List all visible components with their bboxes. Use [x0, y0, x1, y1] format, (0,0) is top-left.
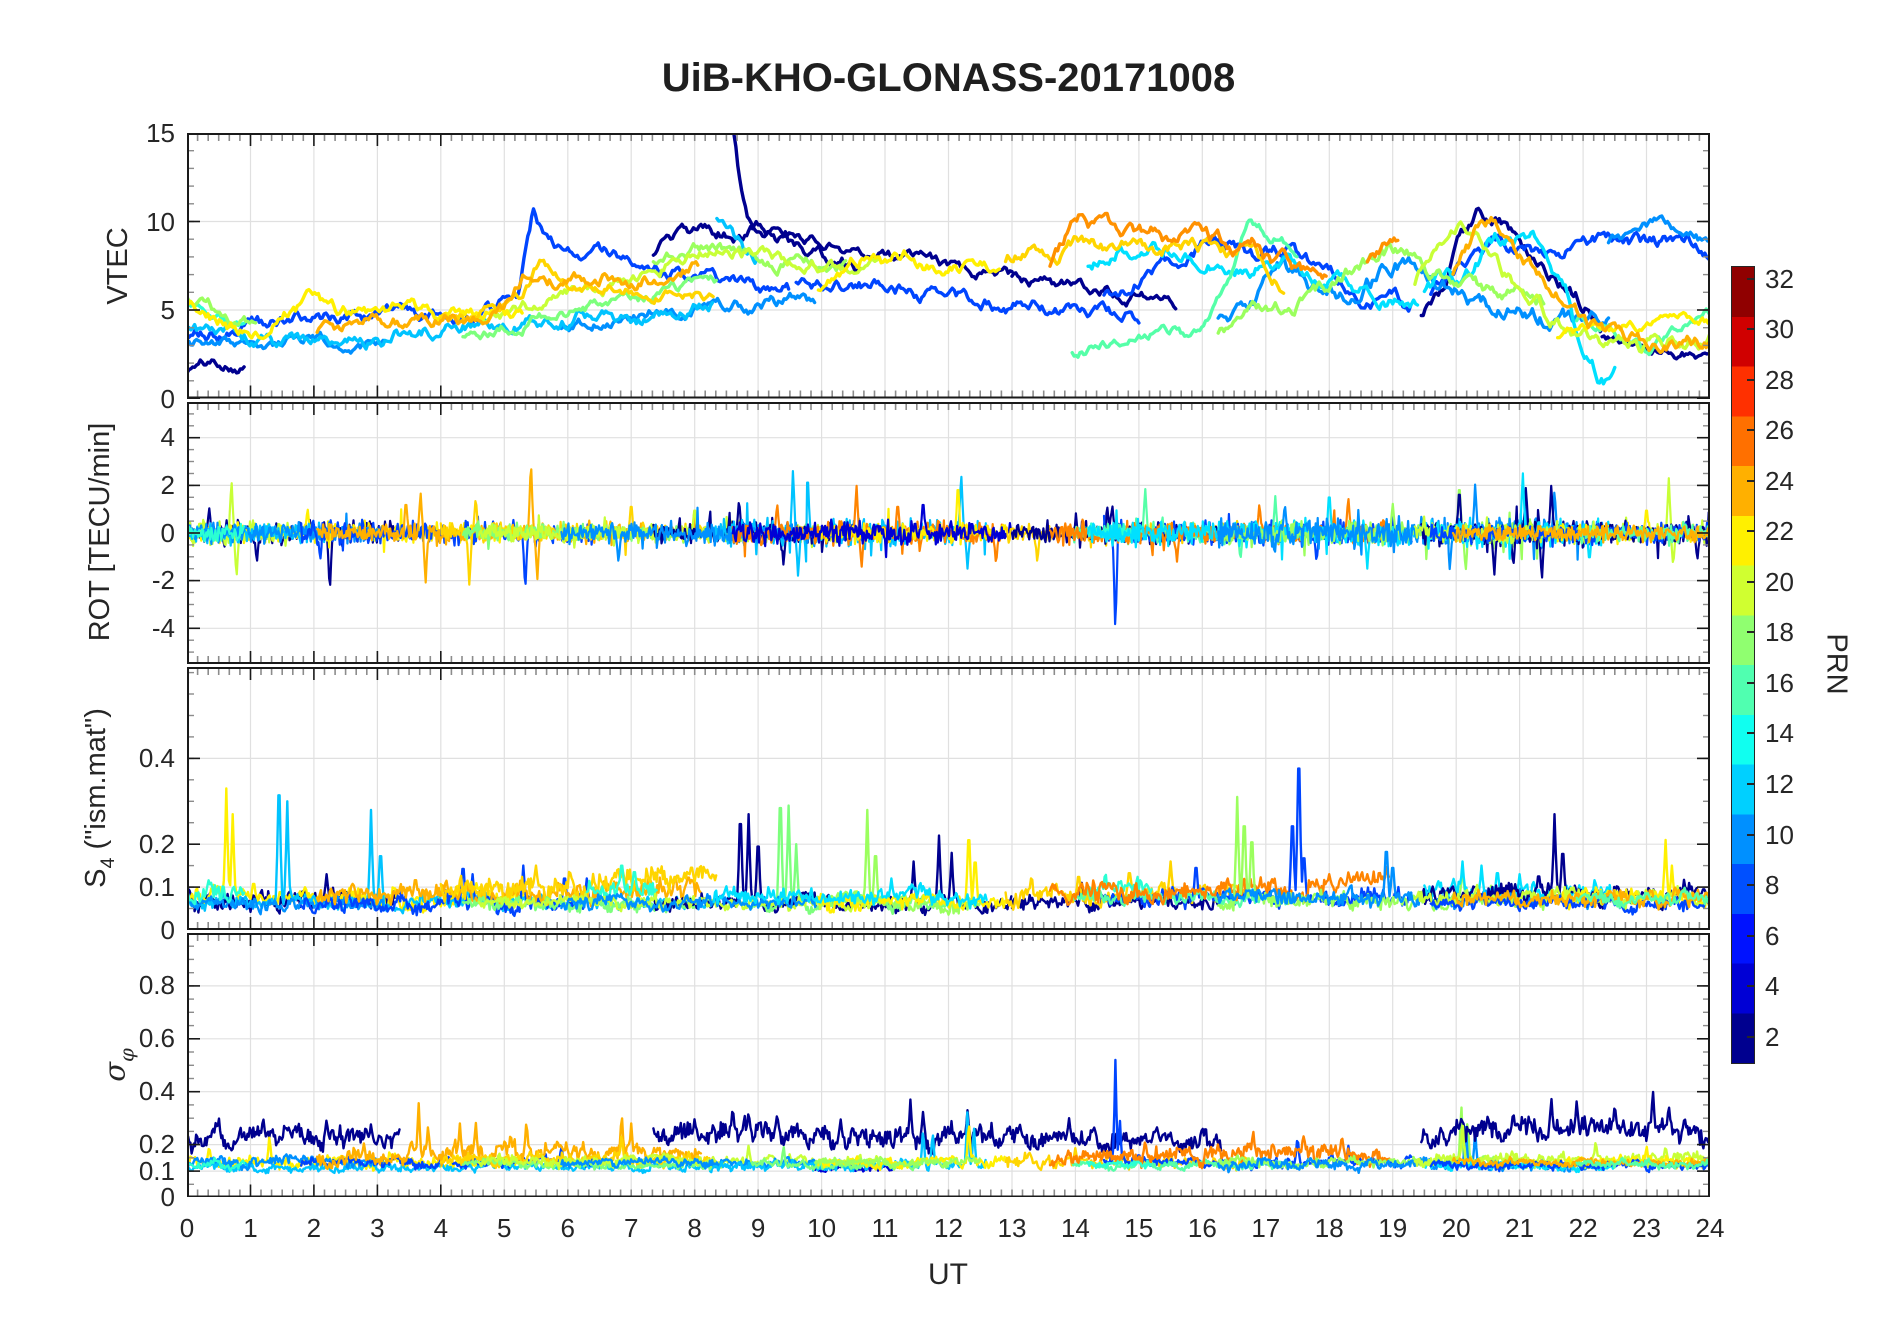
x-tick-label: 2 — [306, 1213, 322, 1243]
y-tick-label-vtec: 0 — [160, 383, 175, 414]
x-tick-label: 9 — [750, 1213, 766, 1243]
colorbar-tick — [1747, 833, 1754, 836]
y-tick-label-sigma-phi: 0.8 — [138, 970, 175, 1001]
x-tick-label: 1 — [243, 1213, 258, 1243]
x-tick-label: 14 — [1060, 1213, 1090, 1243]
colorbar — [1731, 266, 1755, 1064]
y-tick-label-sigma-phi: 0.6 — [138, 1023, 175, 1054]
y-tick-label-rot: -4 — [151, 612, 175, 643]
x-tick-label: 5 — [497, 1213, 512, 1243]
colorbar-tick-label: 14 — [1765, 718, 1794, 749]
colorbar-tick-label: 20 — [1765, 566, 1794, 597]
colorbar-tick-label: 12 — [1765, 769, 1794, 800]
colorbar-tick — [1747, 328, 1754, 331]
colorbar-tick — [1747, 378, 1754, 381]
x-tick-label: 21 — [1505, 1213, 1535, 1243]
colorbar-tick-label: 6 — [1765, 920, 1780, 951]
colorbar-tick-label: 10 — [1765, 819, 1794, 850]
x-tick-label: 24 — [1695, 1213, 1725, 1243]
colorbar-tick — [1747, 985, 1754, 988]
x-tick-label: 7 — [623, 1213, 639, 1243]
y-tick-label-rot: 4 — [160, 422, 175, 453]
y-tick-label-vtec: 5 — [160, 295, 175, 325]
y-tick-label-rot: 0 — [160, 517, 175, 548]
colorbar-tick — [1747, 631, 1754, 634]
x-tick-label: 6 — [560, 1213, 575, 1243]
y-axis-label-vtec: VTEC — [102, 227, 142, 304]
y-tick-label-s4: 0.1 — [138, 871, 175, 902]
x-tick-label: 16 — [1187, 1213, 1217, 1243]
colorbar-tick — [1747, 277, 1754, 280]
colorbar-tick — [1747, 1035, 1754, 1038]
panel-svg-rot — [187, 401, 1710, 664]
y-tick-label-vtec: 10 — [146, 206, 175, 237]
colorbar-tick-label: 18 — [1765, 617, 1794, 648]
y-tick-label-s4: 0.4 — [138, 742, 175, 773]
x-tick-label: 20 — [1441, 1213, 1471, 1243]
colorbar-tick — [1747, 681, 1754, 684]
y-tick-label-sigma-phi: 0 — [160, 1182, 175, 1212]
colorbar-tick-label: 2 — [1765, 1021, 1780, 1052]
y-tick-label-sigma-phi: 0.2 — [138, 1129, 175, 1160]
colorbar-tick — [1747, 530, 1754, 533]
x-tick-label: 13 — [997, 1213, 1027, 1243]
colorbar-tick-label: 24 — [1765, 465, 1794, 496]
y-tick-label-rot: -2 — [151, 565, 175, 596]
panel-svg-s4 — [187, 666, 1710, 930]
y-tick-label-rot: 2 — [160, 469, 175, 500]
colorbar-tick — [1747, 580, 1754, 583]
colorbar-tick — [1747, 732, 1754, 735]
x-tick-label: 11 — [871, 1213, 899, 1243]
x-tick-label: 17 — [1251, 1213, 1281, 1243]
colorbar-tick-label: 32 — [1765, 263, 1794, 294]
y-tick-label-vtec: 15 — [146, 118, 175, 148]
figure-title: UiB-KHO-GLONASS-20171008 — [661, 56, 1236, 100]
colorbar-tick — [1747, 884, 1754, 887]
colorbar-tick — [1747, 783, 1754, 786]
x-tick-label: 12 — [934, 1213, 963, 1243]
colorbar-tick-label: 8 — [1765, 870, 1780, 901]
y-tick-label-s4: 0.2 — [138, 828, 175, 859]
panel-svg-vtec — [187, 133, 1710, 399]
x-tick-label: 23 — [1632, 1213, 1661, 1243]
colorbar-tick-label: 4 — [1765, 971, 1780, 1002]
y-axis-label-s4: S4 ("ism.mat") — [80, 708, 119, 888]
y-tick-label-sigma-phi: 0.1 — [138, 1155, 175, 1186]
x-tick-label: 18 — [1314, 1213, 1344, 1243]
x-tick-label: 10 — [807, 1213, 837, 1243]
colorbar-tick-label: 28 — [1765, 364, 1794, 395]
x-tick-label: 4 — [433, 1213, 449, 1243]
colorbar-tick-label: 22 — [1765, 516, 1794, 547]
x-tick-label: 3 — [370, 1213, 385, 1243]
x-tick-label: 8 — [687, 1213, 702, 1243]
colorbar-tick-label: 16 — [1765, 667, 1794, 698]
x-axis-label: UT — [928, 1258, 968, 1291]
x-tick-label: 19 — [1378, 1213, 1408, 1243]
y-tick-label-s4: 0 — [160, 914, 175, 945]
colorbar-tick-label: 30 — [1765, 314, 1794, 345]
x-tick-label: 22 — [1568, 1213, 1598, 1243]
y-tick-label-sigma-phi: 0.4 — [138, 1076, 175, 1107]
colorbar-tick — [1747, 479, 1754, 482]
colorbar-tick-label: 26 — [1765, 415, 1794, 446]
x-tick-label: 0 — [179, 1213, 195, 1243]
colorbar-tick — [1747, 429, 1754, 432]
colorbar-tick — [1747, 934, 1754, 937]
panel-svg-sigma-phi — [187, 932, 1710, 1197]
y-axis-label-vtec-text: VTEC — [102, 227, 135, 305]
x-tick-label: 15 — [1124, 1213, 1154, 1243]
